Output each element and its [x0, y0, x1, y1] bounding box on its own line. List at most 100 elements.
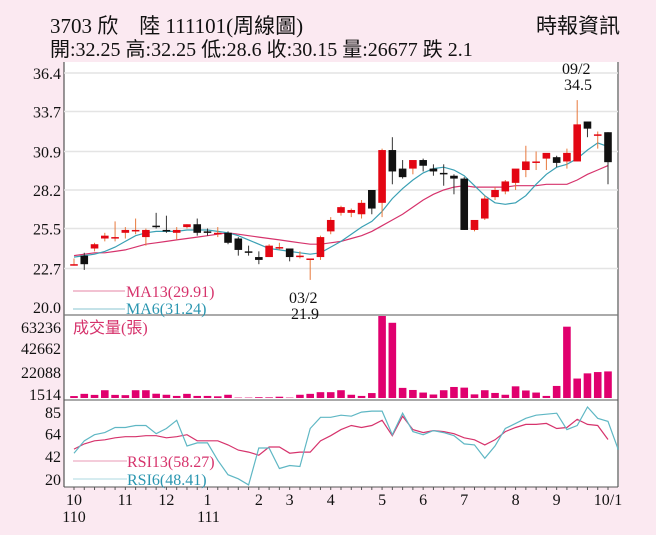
price-tick: 36.4 [33, 66, 61, 83]
candle-body [388, 150, 397, 172]
candle-body [70, 264, 78, 266]
candle-body [101, 235, 109, 239]
candle-body [131, 229, 140, 232]
candle-body [429, 168, 438, 172]
volume-bar [409, 389, 417, 398]
volume-bar [131, 390, 140, 398]
volume-bar [419, 392, 427, 398]
volume-bar [593, 372, 602, 398]
candle-body [121, 229, 130, 233]
volume-bar [583, 373, 592, 398]
candle-body [542, 152, 551, 159]
candle-body [368, 190, 376, 209]
candle-body [491, 190, 499, 198]
volume-bar [203, 395, 212, 398]
volume-bar [111, 394, 119, 398]
month-label: 9 [553, 492, 561, 509]
volume-bar [326, 392, 335, 398]
candle-body [234, 238, 243, 250]
candle-body [285, 248, 294, 258]
low-annotation-value: 21.9 [291, 306, 319, 323]
rsi-lines [73, 405, 619, 486]
month-label: 5 [378, 492, 386, 509]
month-label: 11 [118, 492, 133, 509]
high-annotation-date: 09/2 [562, 61, 590, 78]
candle-body [152, 225, 160, 228]
volume-bar [296, 394, 304, 398]
legends: MA13(29.91) MA6(31.24) 成交量(張) RSI13(58.2… [73, 61, 592, 489]
month-label: 10 [66, 492, 82, 509]
candle-body [275, 247, 284, 249]
price-tick: 28.2 [33, 183, 61, 200]
candle-body [183, 224, 191, 228]
volume-bar [306, 393, 314, 398]
volume-bar [337, 390, 345, 398]
plot-background [64, 62, 618, 487]
rsi-tick: 64 [45, 427, 61, 444]
volume-bars [70, 316, 612, 398]
price-tick: 33.7 [33, 105, 61, 122]
month-label: 10/1 [594, 492, 622, 509]
volume-bar [121, 395, 130, 398]
candle-body [347, 209, 356, 213]
volume-bar [357, 395, 366, 398]
candle-body [593, 134, 602, 136]
candle-body [162, 229, 171, 232]
price-tick: 22.7 [33, 261, 61, 278]
volume-label: 成交量(張) [73, 319, 148, 337]
month-label: 1 [204, 492, 212, 509]
rsi-tick: 42 [45, 449, 61, 466]
candle-body [460, 178, 469, 230]
year-label: 110 [62, 509, 85, 526]
legend-rsi6: RSI6(48.41) [127, 472, 207, 489]
volume-bar [368, 393, 376, 398]
low-annotation-date: 03/2 [289, 290, 317, 307]
candle-body [532, 161, 540, 163]
candle-body [213, 232, 222, 235]
candle-body [439, 172, 448, 175]
month-label: 7 [460, 492, 468, 509]
candle-body [522, 161, 530, 171]
candle-body [563, 152, 571, 162]
volume-tick: 22088 [21, 365, 61, 382]
volume-tick: 42662 [21, 341, 61, 358]
candle-body [604, 132, 612, 163]
volume-bar [255, 397, 263, 398]
volume-bar [501, 394, 510, 398]
price-tick: 20.0 [33, 300, 61, 317]
candle-body [450, 175, 458, 179]
rsi6-line [73, 405, 619, 486]
candle-body [244, 251, 253, 253]
volume-tick: 63236 [21, 320, 61, 337]
y-axis-ticks: 36.4 33.7 30.9 28.2 25.5 22.7 20.0 63236 42662 22… [21, 66, 61, 489]
gridlines [64, 72, 618, 270]
volume-bar [193, 395, 202, 398]
volume-bar [604, 371, 612, 398]
volume-bar [224, 394, 232, 398]
volume-bar [142, 390, 150, 398]
candle-body [357, 202, 366, 215]
legend-ma6: MA6(31.24) [126, 301, 206, 318]
rsi-tick: 20 [45, 472, 61, 489]
month-label: 2 [255, 492, 263, 509]
rsi-tick: 85 [45, 405, 61, 422]
volume-bar [70, 396, 78, 398]
volume-bar [80, 393, 89, 398]
month-label: 3 [286, 492, 294, 509]
year-label: 111 [197, 509, 220, 526]
candle-body [409, 160, 417, 169]
candle-body [398, 168, 407, 178]
candle-body [552, 157, 561, 163]
volume-bar [429, 394, 438, 398]
volume-bar [378, 316, 386, 398]
month-label: 12 [158, 492, 174, 509]
volume-bar [183, 393, 191, 398]
volume-bar [470, 394, 479, 398]
candle-body [111, 237, 119, 239]
volume-tick: 1514 [29, 387, 61, 404]
candle-body [90, 244, 99, 249]
volume-bar [172, 395, 181, 398]
volume-bar [450, 386, 458, 398]
volume-bar [347, 394, 356, 398]
